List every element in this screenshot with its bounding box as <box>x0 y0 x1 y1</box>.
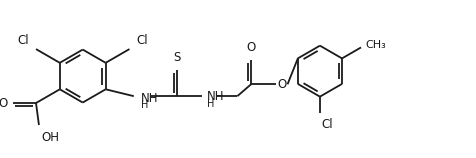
Text: OH: OH <box>41 131 59 144</box>
Text: Cl: Cl <box>321 118 333 131</box>
Text: Cl: Cl <box>18 34 29 47</box>
Text: H: H <box>208 99 215 109</box>
Text: S: S <box>173 51 180 64</box>
Text: NH: NH <box>140 92 158 105</box>
Text: CH₃: CH₃ <box>365 40 386 50</box>
Text: Cl: Cl <box>136 34 148 47</box>
Text: NH: NH <box>208 90 225 103</box>
Text: O: O <box>0 97 8 109</box>
Text: H: H <box>140 100 148 110</box>
Text: O: O <box>247 41 256 54</box>
Text: O: O <box>277 78 286 91</box>
